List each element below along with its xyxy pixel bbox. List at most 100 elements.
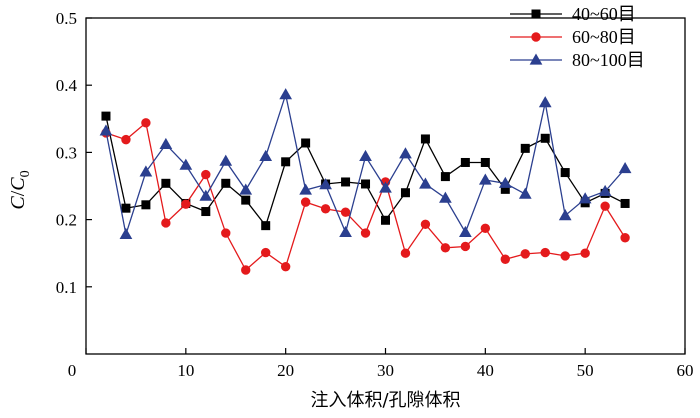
data-point [560, 251, 570, 261]
y-tick-label: 0.4 [56, 76, 78, 95]
data-point [281, 157, 291, 167]
data-point [280, 261, 291, 272]
legend-item: 60~80目 [510, 27, 636, 47]
data-point [379, 181, 392, 193]
data-point [241, 195, 251, 205]
data-point [99, 124, 113, 136]
data-point [139, 165, 153, 177]
x-tick-label: 30 [377, 361, 394, 380]
origin-tick-label: 0 [68, 361, 77, 380]
data-point [259, 149, 273, 162]
data-point [478, 173, 492, 185]
data-point [141, 200, 151, 210]
data-point [460, 157, 470, 167]
x-tick-label: 60 [677, 361, 694, 380]
legend-item: 40~60目 [510, 4, 636, 24]
data-point [300, 197, 311, 207]
legend-item: 80~100目 [510, 50, 645, 70]
data-point [201, 169, 211, 180]
data-point [578, 192, 592, 204]
data-point [101, 111, 111, 121]
data-point [161, 178, 171, 188]
data-point [560, 168, 570, 178]
data-point [221, 228, 231, 238]
data-point [420, 134, 430, 144]
data-point [319, 178, 332, 190]
data-point [558, 209, 572, 221]
series-2 [101, 118, 630, 275]
x-tick-label: 40 [477, 361, 494, 380]
legend-label: 60~80目 [572, 27, 636, 47]
data-point [459, 225, 472, 237]
data-point [400, 188, 410, 198]
data-point [320, 204, 331, 214]
data-point [341, 177, 351, 187]
data-point [460, 241, 471, 252]
data-point [201, 207, 211, 217]
x-tick-label: 10 [177, 361, 194, 380]
data-point [261, 247, 271, 258]
data-point [219, 154, 233, 166]
data-point [500, 254, 510, 264]
data-point [439, 191, 452, 203]
data-point [141, 118, 151, 128]
data-point [518, 187, 532, 199]
data-point [299, 183, 312, 195]
y-tick-label: 0.5 [56, 9, 77, 28]
data-point [420, 219, 431, 230]
data-point [301, 138, 311, 148]
series-line [105, 115, 626, 228]
data-point [359, 149, 372, 162]
data-point [361, 179, 371, 189]
data-point [480, 223, 491, 234]
data-point [159, 137, 173, 149]
data-point [440, 243, 451, 253]
data-point [498, 176, 512, 188]
data-point [199, 189, 213, 201]
data-point [360, 228, 371, 238]
data-point [520, 249, 530, 259]
data-point [340, 207, 351, 217]
data-point [480, 157, 490, 167]
data-point [620, 198, 630, 208]
data-point [381, 215, 390, 225]
legend-label: 80~100目 [572, 50, 645, 70]
data-point [241, 265, 251, 275]
data-point [580, 248, 590, 258]
data-point [618, 162, 632, 174]
data-point [600, 201, 610, 211]
series-3 [99, 88, 632, 240]
x-tick-label: 50 [577, 361, 594, 380]
data-point [339, 225, 352, 237]
data-point [440, 172, 450, 182]
data-point [121, 203, 131, 213]
y-tick-label: 0.2 [56, 211, 77, 230]
data-point [161, 218, 171, 228]
data-point [179, 158, 193, 170]
data-point [181, 199, 191, 209]
data-point [221, 178, 231, 188]
series-line [105, 121, 626, 272]
data-point [620, 233, 630, 243]
data-point [239, 183, 253, 195]
legend-marker [529, 53, 543, 65]
data-point [121, 134, 131, 145]
data-point [399, 147, 412, 159]
data-point [119, 227, 133, 240]
data-point [520, 143, 530, 153]
y-tick-label: 0.3 [56, 143, 77, 162]
data-point [598, 184, 612, 197]
x-axis-title: 注入体积/孔隙体积 [310, 390, 460, 411]
data-point [540, 247, 550, 258]
data-point [538, 96, 552, 108]
data-point [540, 133, 550, 143]
legend-marker [531, 32, 541, 42]
y-tick-label: 0.1 [56, 278, 77, 297]
data-point [419, 177, 432, 189]
legend-marker [531, 9, 541, 19]
legend: 40~60目 60~80目 80~100目 [510, 4, 645, 70]
data-point [261, 221, 271, 231]
data-point [400, 248, 411, 258]
